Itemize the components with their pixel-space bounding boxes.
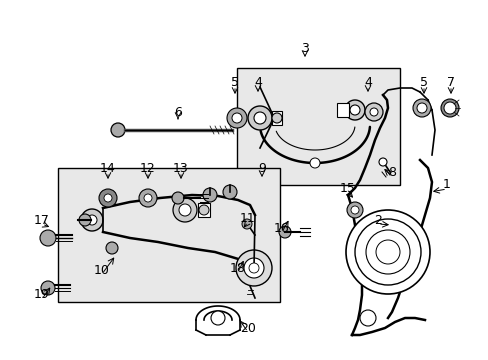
Bar [237,68,399,185]
Circle shape [231,113,242,123]
Circle shape [41,281,55,295]
Circle shape [416,103,426,113]
Text: 14: 14 [100,162,116,175]
Circle shape [226,108,246,128]
Circle shape [242,219,251,229]
Text: 5: 5 [419,76,427,89]
Text: 1: 1 [442,179,450,192]
Text: 20: 20 [240,321,255,334]
Circle shape [210,311,224,325]
Circle shape [412,99,430,117]
Circle shape [445,104,453,112]
Text: 15: 15 [339,181,355,194]
Text: 16: 16 [274,221,289,234]
Text: 4: 4 [254,76,262,89]
Circle shape [173,198,197,222]
Circle shape [179,204,191,216]
Text: 4: 4 [364,76,371,89]
Circle shape [369,108,377,116]
Circle shape [443,102,455,114]
Circle shape [236,250,271,286]
Text: 5: 5 [230,76,239,89]
Bar [336,103,348,117]
Circle shape [309,158,319,168]
Circle shape [375,240,399,264]
Circle shape [349,105,359,115]
Circle shape [81,209,103,231]
Bar [58,168,280,302]
Circle shape [253,112,265,124]
Circle shape [271,113,282,123]
Circle shape [346,210,429,294]
Circle shape [79,214,91,226]
Circle shape [365,230,409,274]
Circle shape [111,123,125,137]
Text: 6: 6 [174,105,182,118]
Text: 19: 19 [34,288,50,302]
Text: 18: 18 [229,261,245,274]
Circle shape [354,219,420,285]
Text: 10: 10 [94,264,110,276]
Circle shape [104,194,112,202]
Circle shape [143,194,152,202]
Circle shape [87,215,97,225]
Circle shape [106,242,118,254]
Text: 7: 7 [446,76,454,89]
Circle shape [359,310,375,326]
Bar [198,203,209,217]
Circle shape [247,106,271,130]
Text: 11: 11 [240,211,255,225]
Circle shape [248,263,259,273]
Circle shape [172,192,183,204]
Bar [271,111,282,125]
Circle shape [346,202,362,218]
Circle shape [203,188,217,202]
Circle shape [364,103,382,121]
Circle shape [139,189,157,207]
Circle shape [440,99,458,117]
Circle shape [350,206,358,214]
Text: 2: 2 [373,213,381,226]
Circle shape [40,230,56,246]
Circle shape [244,258,264,278]
Text: 9: 9 [258,162,265,175]
Text: 3: 3 [301,41,308,54]
Text: 12: 12 [140,162,156,175]
Circle shape [223,185,237,199]
Circle shape [199,205,208,215]
Circle shape [279,226,290,238]
Circle shape [99,189,117,207]
Text: 17: 17 [34,213,50,226]
Text: 13: 13 [173,162,188,175]
Circle shape [378,158,386,166]
Text: 8: 8 [387,166,395,179]
Circle shape [345,100,364,120]
